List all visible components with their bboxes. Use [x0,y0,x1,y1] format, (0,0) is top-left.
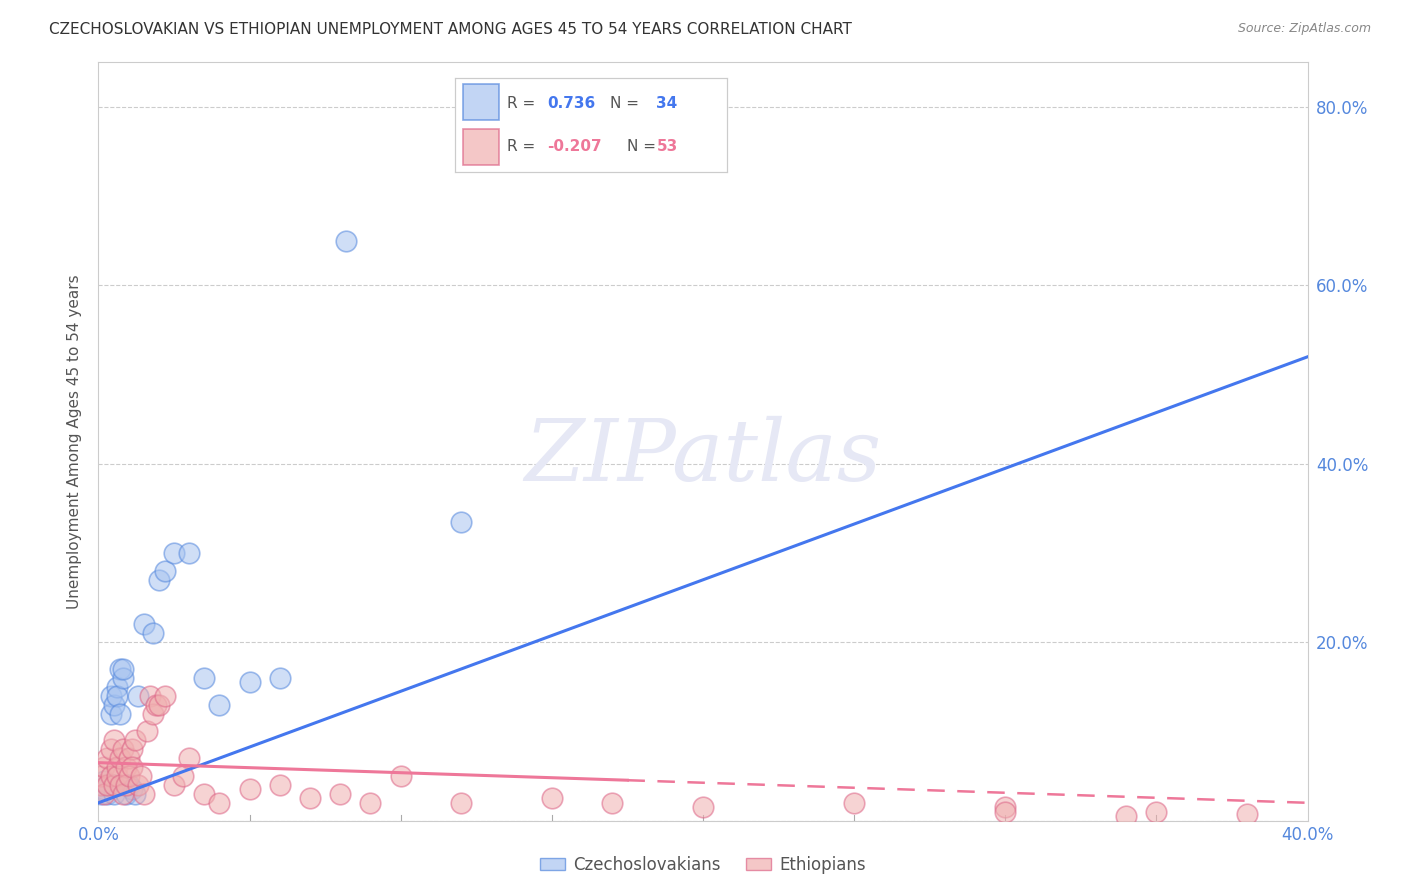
Point [360,796,382,810]
Point [121,742,143,756]
Point [103,698,125,712]
Point [103,733,125,747]
Point [153,689,176,703]
Point [93,787,115,801]
Point [450,515,472,529]
Text: ZIPatlas: ZIPatlas [524,416,882,498]
Point [127,689,149,703]
Point [108,751,131,765]
Point [90,778,112,792]
Point [1144,805,1167,819]
Point [142,706,165,721]
Point [692,800,714,814]
Point [145,698,167,712]
Point [124,787,146,801]
Point [118,769,141,783]
Point [127,778,149,792]
Point [103,787,125,801]
Text: Source: ZipAtlas.com: Source: ZipAtlas.com [1237,22,1371,36]
Point [90,787,112,801]
Point [179,751,201,765]
Point [90,769,112,783]
Point [114,787,136,801]
Point [1115,809,1137,823]
Point [96,778,118,792]
Point [132,617,155,632]
Point [602,796,624,810]
Point [269,671,291,685]
Point [118,751,141,765]
Point [129,769,152,783]
Point [179,546,201,560]
Point [208,698,231,712]
Point [103,778,125,792]
Point [96,751,118,765]
Point [114,778,136,792]
Point [100,769,122,783]
Point [148,698,170,712]
Point [994,800,1017,814]
Point [163,778,186,792]
Point [93,760,115,774]
Point [1236,806,1258,821]
Point [163,546,186,560]
Point [208,796,231,810]
Point [153,564,176,578]
Y-axis label: Unemployment Among Ages 45 to 54 years: Unemployment Among Ages 45 to 54 years [67,274,83,609]
Point [103,778,125,792]
Point [844,796,866,810]
Point [108,706,131,721]
Point [139,689,162,703]
Point [269,778,291,792]
Point [111,742,134,756]
Point [299,791,322,805]
Point [111,671,134,685]
Point [105,689,128,703]
Point [172,769,194,783]
Point [118,778,141,792]
Point [135,724,157,739]
Point [100,742,122,756]
Point [93,782,115,797]
Point [329,787,352,801]
Point [96,778,118,792]
Point [239,675,262,690]
Point [96,787,118,801]
Point [450,796,472,810]
Point [142,626,165,640]
Legend: Czechoslovakians, Ethiopians: Czechoslovakians, Ethiopians [533,849,873,880]
Point [100,689,122,703]
Point [105,760,128,774]
Point [148,573,170,587]
Point [335,234,357,248]
Point [100,706,122,721]
Text: CZECHOSLOVAKIAN VS ETHIOPIAN UNEMPLOYMENT AMONG AGES 45 TO 54 YEARS CORRELATION : CZECHOSLOVAKIAN VS ETHIOPIAN UNEMPLOYMEN… [49,22,852,37]
Point [540,791,562,805]
Point [239,782,262,797]
Point [111,787,134,801]
Point [994,805,1017,819]
Point [93,773,115,788]
Point [121,782,143,797]
Point [389,769,412,783]
Point [132,787,155,801]
Point [108,778,131,792]
Point [121,760,143,774]
Point [105,680,128,694]
Point [105,769,128,783]
Point [193,787,215,801]
Point [114,760,136,774]
Point [90,778,112,792]
Point [111,662,134,676]
Point [193,671,215,685]
Point [108,662,131,676]
Point [124,733,146,747]
